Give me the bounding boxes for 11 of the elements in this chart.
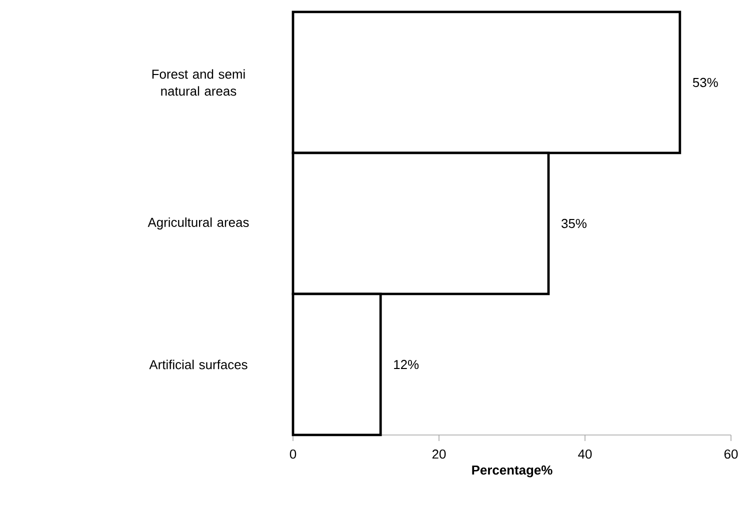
x-tick-label: 40 [578, 450, 592, 459]
x-tick-label: 20 [432, 450, 446, 459]
x-axis-title: Percentage% [472, 466, 552, 478]
y-tick-label: Agricultural areas [148, 217, 249, 230]
data-label: 35% [562, 218, 586, 228]
data-label: 12% [394, 360, 419, 370]
x-tick-label: 0 [290, 450, 296, 459]
x-tick-label: 60 [724, 450, 738, 459]
y-tick-label: Forest and semi natural areas [152, 69, 245, 96]
data-label: 53% [692, 78, 718, 88]
y-tick-label: Artificial surfaces [149, 360, 248, 370]
